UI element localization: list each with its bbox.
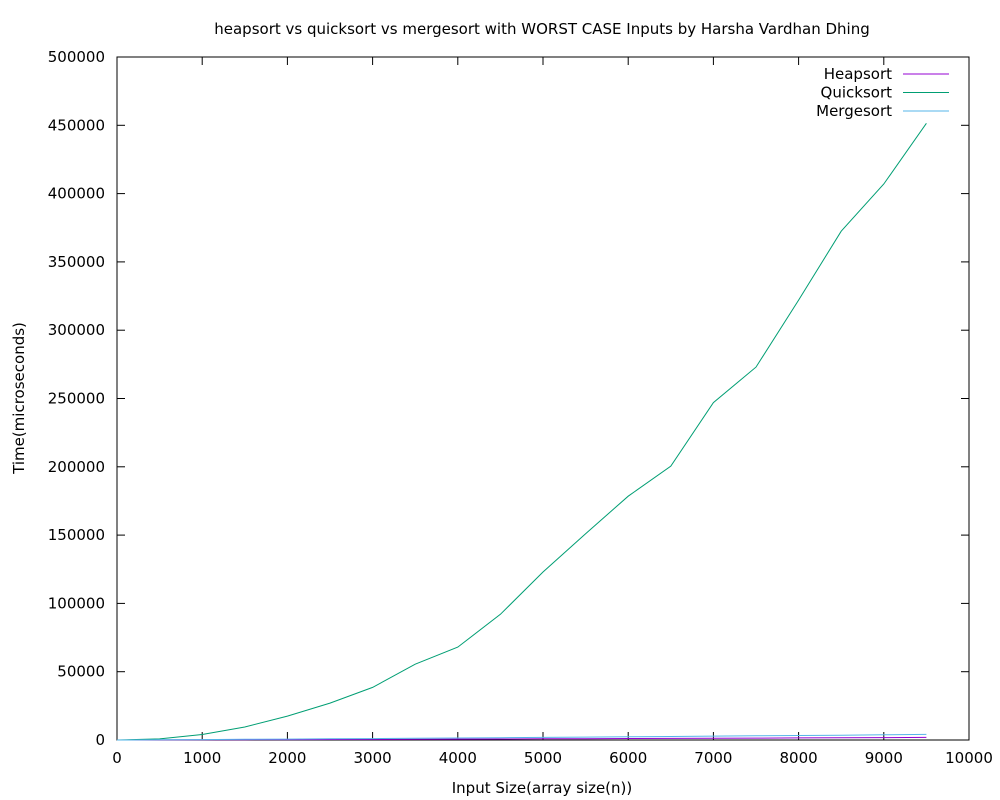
x-tick-label: 9000: [865, 749, 903, 767]
x-tick-label: 5000: [524, 749, 562, 767]
y-tick-label: 300000: [48, 321, 105, 339]
y-tick-label: 350000: [48, 253, 105, 271]
x-tick-label: 8000: [780, 749, 818, 767]
y-axis-label: Time(microseconds): [10, 322, 28, 475]
series-layer: [116, 123, 927, 741]
y-axis: 0 50000 100000 150000 200000 250000 300000 3500…: [48, 48, 969, 749]
chart-title: heapsort vs quicksort vs mergesort with …: [214, 20, 869, 38]
y-tick-label: 150000: [48, 526, 105, 544]
x-tick-label: 0: [112, 749, 122, 767]
series-line-quicksort: [116, 123, 927, 741]
y-tick-label: 100000: [48, 594, 105, 612]
x-tick-label: 7000: [694, 749, 732, 767]
x-tick-label: 4000: [439, 749, 477, 767]
x-tick-label: 3000: [354, 749, 392, 767]
x-tick-label: 2000: [268, 749, 306, 767]
series-line-mergesort: [116, 733, 927, 741]
x-tick-label: 6000: [609, 749, 647, 767]
x-axis-label: Input Size(array size(n)): [452, 779, 633, 797]
y-tick-label: 50000: [57, 663, 105, 681]
x-tick-label: 10000: [945, 749, 993, 767]
x-axis: 0 1000 2000 3000 4000 5000 6000 7000 8000 9000 100…: [112, 57, 993, 767]
legend-label-quicksort: Quicksort: [821, 84, 893, 102]
y-tick-label: 0: [95, 731, 105, 749]
y-tick-label: 250000: [48, 390, 105, 408]
plot-frame: [116, 56, 970, 741]
y-tick-label: 450000: [48, 116, 105, 134]
legend-label-heapsort: Heapsort: [824, 65, 892, 83]
legend-label-mergesort: Mergesort: [816, 102, 892, 120]
y-tick-label: 200000: [48, 458, 105, 476]
x-tick-label: 1000: [183, 749, 221, 767]
y-tick-label: 400000: [48, 185, 105, 203]
y-tick-label: 500000: [48, 48, 105, 66]
